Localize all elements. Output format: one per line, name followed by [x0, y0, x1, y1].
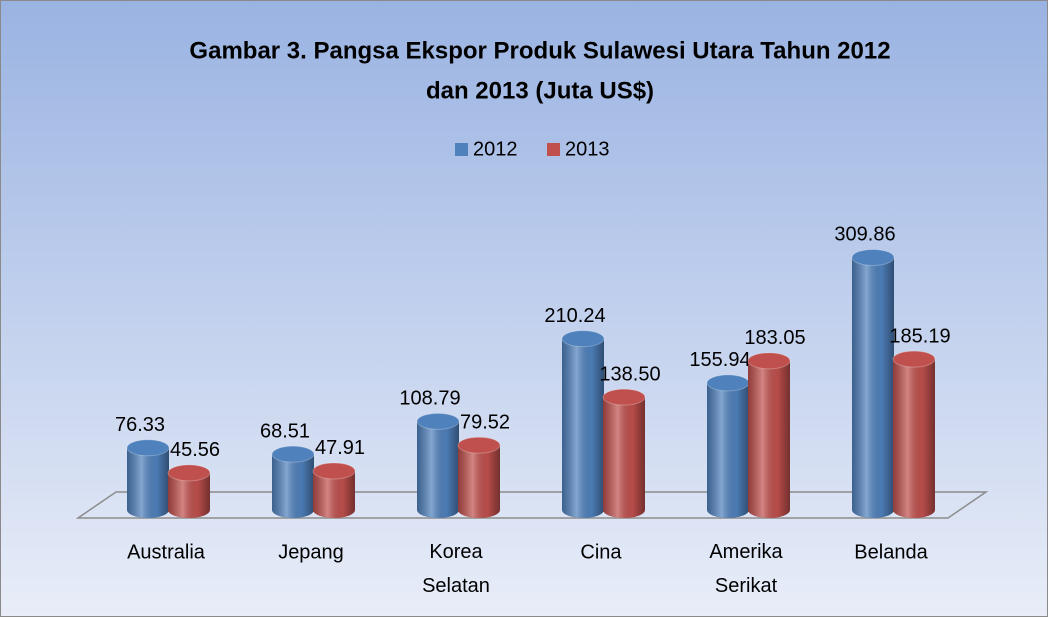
data-label: 155.94 [689, 349, 750, 371]
x-tick-label: Belanda [854, 541, 928, 563]
bar-cap [457, 436, 501, 454]
x-tick-label: Amerika Serikat [709, 541, 783, 597]
chart-subtitle: dan 2013 (Juta US$) [426, 77, 654, 104]
bar-cap [602, 388, 646, 406]
bar-cap [167, 464, 211, 482]
bar-shade [458, 445, 500, 518]
bar-cap [851, 248, 895, 266]
data-label: 138.50 [599, 363, 660, 385]
bar-cap [312, 462, 356, 480]
x-tick-label: Korea Selatan [422, 541, 490, 597]
bar-shade [313, 470, 355, 518]
bar-cap [126, 439, 170, 457]
data-label: 68.51 [260, 420, 310, 442]
x-tick-label: Australia [127, 541, 206, 563]
bar-cap [561, 330, 605, 348]
data-label: 108.79 [399, 388, 460, 410]
data-label: 309.86 [834, 224, 895, 246]
bar-shade [603, 397, 645, 518]
legend-label: 2013 [565, 138, 610, 160]
x-tick-label: Cina [580, 541, 622, 563]
x-tick-label-line: Amerika [709, 541, 783, 563]
chart-title: Gambar 3. Pangsa Ekspor Produk Sulawesi … [189, 37, 890, 64]
bar-shade [168, 472, 210, 518]
x-tick-label-line: Selatan [422, 575, 490, 597]
bar-shade [707, 382, 749, 518]
data-label: 210.24 [544, 305, 605, 327]
bar-shade [417, 421, 459, 518]
bar-cap [747, 352, 791, 370]
x-tick-label-line: Korea [429, 541, 483, 563]
legend-swatch [547, 143, 560, 156]
bar-cap [416, 412, 460, 430]
data-label: 47.91 [315, 437, 365, 459]
bar-shade [852, 257, 894, 518]
data-label: 183.05 [744, 327, 805, 349]
data-label: 185.19 [889, 325, 950, 347]
data-label: 45.56 [170, 439, 220, 461]
bar-shade [272, 454, 314, 518]
legend-swatch [455, 143, 468, 156]
legend-label: 2012 [473, 138, 518, 160]
data-label: 76.33 [115, 414, 165, 436]
bar-shade [893, 359, 935, 518]
bar-cap [271, 445, 315, 463]
floor [75, 491, 989, 519]
bar-shade [127, 447, 169, 518]
bar-cap [706, 374, 750, 392]
bar-cap [892, 350, 936, 368]
x-tick-label-line: Serikat [715, 575, 778, 597]
bar-shade [562, 338, 604, 518]
data-label: 79.52 [460, 411, 510, 433]
x-tick-label: Jepang [278, 541, 344, 563]
bar-shade [748, 360, 790, 518]
